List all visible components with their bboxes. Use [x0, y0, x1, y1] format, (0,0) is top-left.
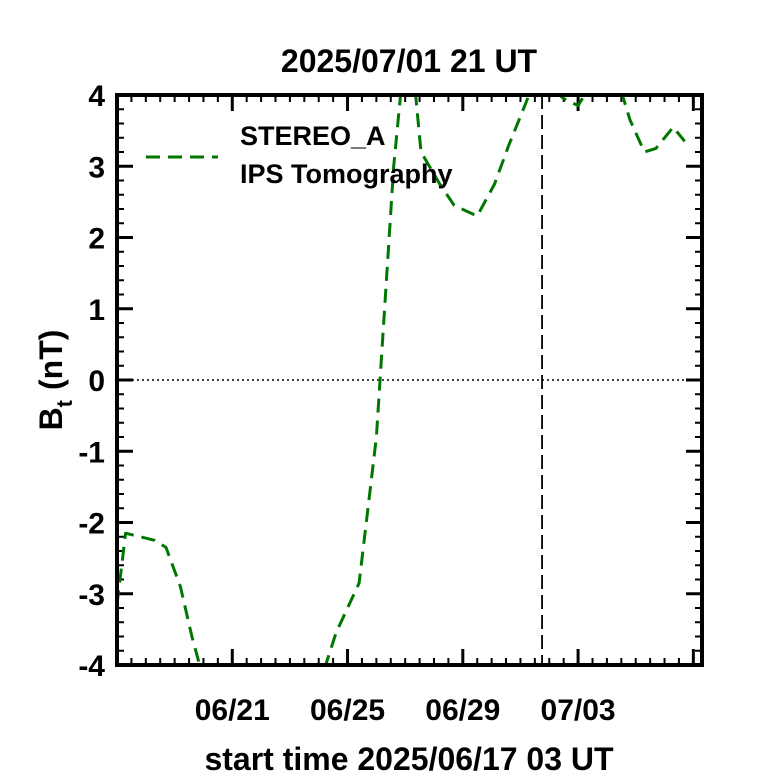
axis-tick-labels: 06/21 06/25 06/29 07/03 -4 -3 -2 -1 0 1 2 3 4: [78, 80, 615, 727]
x-tick-label: 07/03: [541, 694, 616, 727]
legend-label-line-1: STEREO_A: [240, 121, 386, 151]
plot-area: 06/21 06/25 06/29 07/03 -4 -3 -2 -1 0 1 2 3 4: [78, 80, 704, 727]
legend-label-line-2: IPS Tomography: [240, 159, 453, 189]
y-tick-label: 2: [88, 223, 105, 256]
x-tick-label: 06/29: [425, 694, 500, 727]
y-tick-label: 3: [88, 151, 105, 184]
legend: STEREO_A IPS Tomography: [146, 121, 453, 189]
y-tick-label: 1: [88, 294, 105, 327]
x-tick-label: 06/21: [195, 694, 270, 727]
series-line-0: [117, 95, 686, 665]
series-layer: [117, 95, 686, 665]
y-tick-label: -2: [78, 508, 105, 541]
y-tick-label: -4: [78, 650, 105, 683]
y-tick-label: 4: [88, 80, 105, 113]
y-axis-label-symbol: B: [33, 407, 69, 430]
y-tick-label: -3: [78, 579, 105, 612]
y-tick-label: -1: [78, 436, 105, 469]
y-axis-label-unit: (nT): [33, 330, 69, 390]
chart-title: 2025/07/01 21 UT: [281, 43, 538, 79]
x-tick-label: 06/25: [310, 694, 385, 727]
y-tick-label: 0: [88, 365, 105, 398]
plot-frame: [115, 93, 704, 667]
x-axis-label: start time 2025/06/17 03 UT: [204, 741, 614, 777]
y-axis-label-subscript: t: [52, 399, 77, 407]
y-axis-label: Bt (nT): [33, 330, 77, 431]
